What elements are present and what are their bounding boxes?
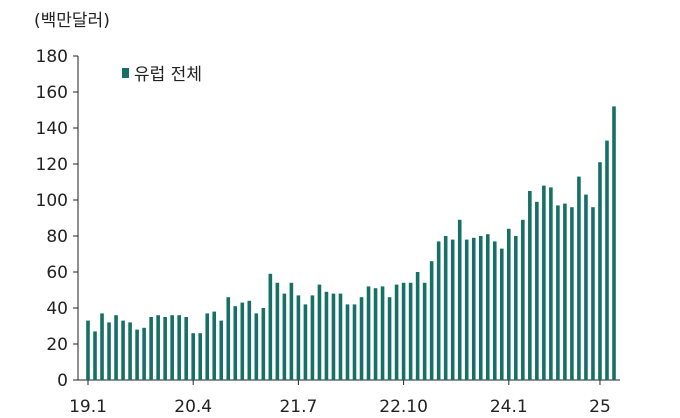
x-tick-label: 20.4 <box>174 397 212 417</box>
y-tick-label: 120 <box>36 155 68 175</box>
bar <box>177 315 181 380</box>
bar <box>570 207 574 380</box>
bar <box>205 313 210 380</box>
y-tick-label: 180 <box>36 47 68 67</box>
bar <box>492 241 497 380</box>
bar <box>352 304 357 380</box>
bar <box>303 304 308 380</box>
bar <box>282 293 287 380</box>
bar <box>464 239 469 380</box>
bar <box>184 317 188 380</box>
bar <box>401 282 406 380</box>
y-tick-label: 20 <box>46 335 68 355</box>
bar <box>86 320 90 380</box>
bar <box>212 311 217 380</box>
bar <box>275 282 280 380</box>
bar <box>542 185 546 380</box>
bar <box>535 201 539 380</box>
bar <box>436 241 441 380</box>
bar <box>612 106 616 381</box>
bar <box>310 295 315 380</box>
bar <box>549 187 553 380</box>
bar <box>514 236 518 380</box>
bar <box>254 313 259 380</box>
bar <box>408 282 413 380</box>
bar <box>528 191 532 380</box>
bar <box>443 236 448 380</box>
bar <box>499 248 504 380</box>
bar <box>598 162 602 380</box>
bar <box>387 297 392 380</box>
bar <box>331 293 336 380</box>
y-tick-label: 40 <box>46 299 68 319</box>
bar <box>345 304 350 380</box>
bar <box>107 322 111 380</box>
bar <box>93 331 97 380</box>
bar <box>556 205 560 380</box>
bar <box>605 140 609 380</box>
bar <box>317 284 322 380</box>
y-tick-label: 0 <box>57 371 68 391</box>
bar <box>156 315 160 380</box>
bar <box>191 333 195 380</box>
bar <box>422 282 427 380</box>
bar <box>240 302 245 380</box>
bar <box>268 273 273 380</box>
bar <box>338 293 343 380</box>
x-tick-label: 19.1 <box>69 397 107 417</box>
bar <box>121 320 125 380</box>
bar <box>142 327 146 380</box>
bar <box>114 315 118 380</box>
x-tick-label: 21.7 <box>279 397 317 417</box>
bar <box>219 320 224 380</box>
bar <box>170 315 174 380</box>
bar <box>563 203 567 380</box>
bar <box>226 297 231 380</box>
bar <box>324 291 329 380</box>
x-tick-label: 25 <box>589 397 611 417</box>
bar <box>247 300 252 380</box>
bar <box>577 176 581 380</box>
bar <box>471 237 476 380</box>
bar <box>128 322 132 380</box>
bar <box>289 282 294 380</box>
bar <box>429 261 434 380</box>
bar <box>521 219 525 380</box>
bar <box>233 306 238 380</box>
legend: 유럽 전체 <box>122 60 202 85</box>
bar <box>198 333 203 380</box>
bar <box>261 308 266 380</box>
bar <box>163 317 167 380</box>
bar <box>450 239 455 380</box>
y-tick-label: 100 <box>36 191 68 211</box>
bar <box>485 234 490 380</box>
bar <box>100 313 104 380</box>
bar <box>415 272 420 380</box>
bar <box>135 329 139 380</box>
bar <box>296 295 301 380</box>
bar <box>478 236 483 380</box>
bar <box>394 284 399 380</box>
y-tick-label: 140 <box>36 119 68 139</box>
bar <box>591 207 595 380</box>
bar <box>366 286 371 380</box>
unit-label: (백만달러) <box>34 11 110 31</box>
y-tick-label: 80 <box>46 227 68 247</box>
bar <box>380 286 385 380</box>
legend-swatch <box>122 67 129 78</box>
bar <box>584 194 588 380</box>
y-tick-label: 160 <box>36 83 68 103</box>
y-tick-label: 60 <box>46 263 68 283</box>
bar <box>373 288 378 380</box>
bar <box>359 297 364 380</box>
bar <box>149 317 153 380</box>
bar <box>507 228 511 380</box>
x-tick-label: 24.1 <box>490 397 528 417</box>
x-tick-label: 22.10 <box>379 397 428 417</box>
legend-label: 유럽 전체 <box>134 65 202 85</box>
bar <box>457 219 462 380</box>
